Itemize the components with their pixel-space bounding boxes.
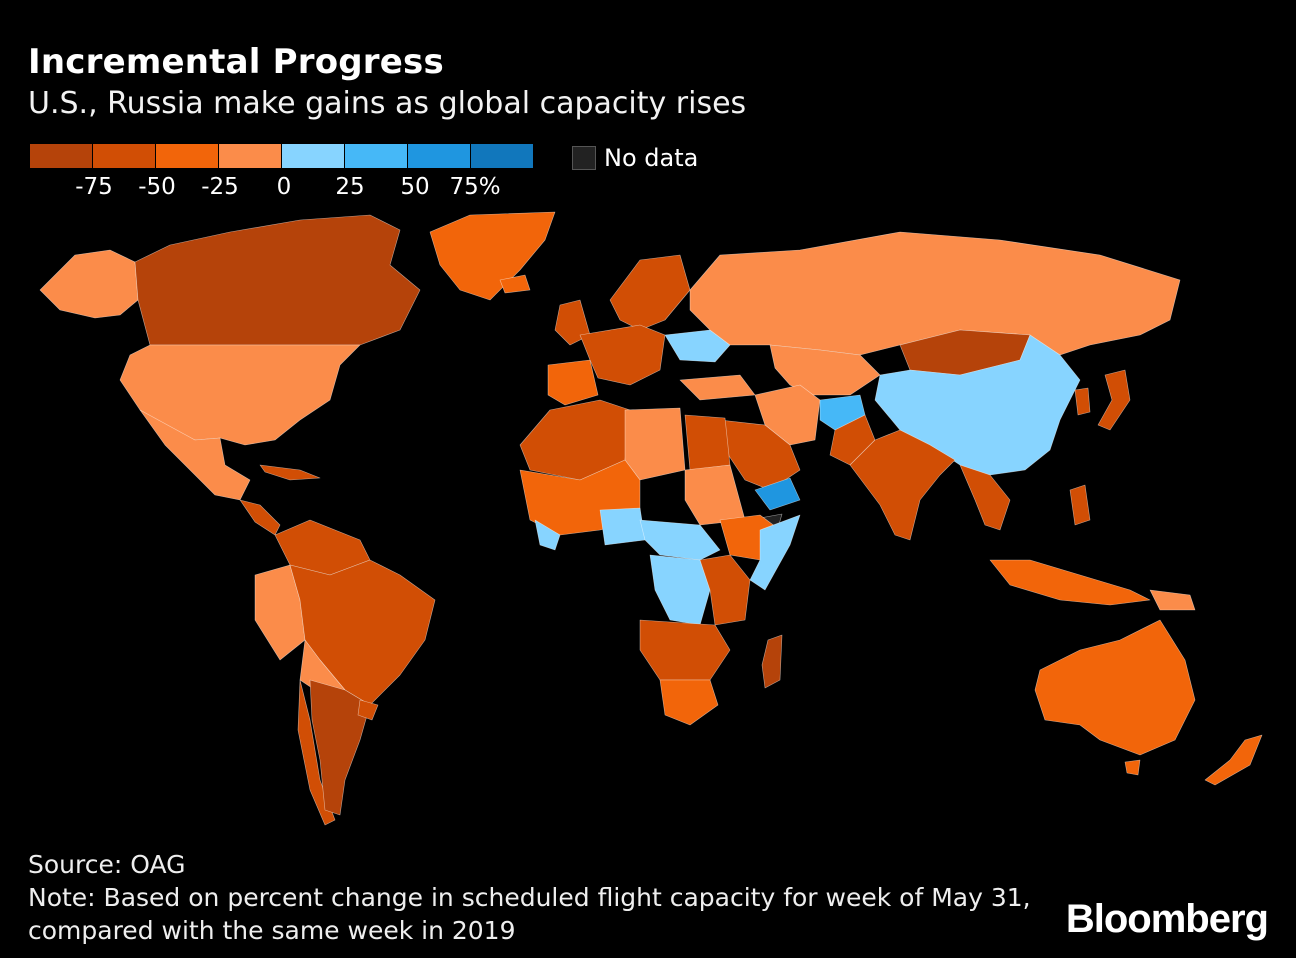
region-chile	[297, 679, 336, 826]
legend-swatch	[471, 144, 534, 168]
chart-subtitle: U.S., Russia make gains as global capaci…	[28, 86, 747, 121]
region-algeria-libya	[624, 407, 686, 481]
legend-tick: -25	[201, 174, 239, 200]
region-west-coast	[534, 519, 561, 551]
legend-no-data: No data	[572, 144, 698, 172]
region-drc	[649, 554, 711, 626]
region-papua	[1149, 589, 1196, 611]
region-tasmania	[1124, 759, 1141, 776]
region-yemen	[754, 477, 801, 511]
legend-swatch	[219, 144, 282, 168]
legend-swatch	[345, 144, 408, 168]
legend-swatch	[282, 144, 345, 168]
chart-footer: Source: OAG Note: Based on percent chang…	[28, 848, 1048, 947]
region-mexico	[139, 409, 251, 501]
legend-tick: 75%	[449, 174, 501, 200]
region-greenland	[429, 211, 556, 301]
region-southern-africa-north	[639, 619, 731, 681]
region-western-europe	[579, 324, 666, 386]
region-new-zealand	[1204, 734, 1263, 786]
region-egypt	[684, 414, 731, 471]
legend-tick: 25	[335, 174, 365, 200]
region-japan	[1097, 369, 1131, 431]
region-alaska	[39, 249, 139, 319]
region-canada	[134, 214, 421, 346]
region-central-america	[239, 499, 281, 536]
region-south-africa	[659, 679, 719, 726]
region-uk	[554, 299, 591, 346]
no-data-label: No data	[604, 144, 699, 172]
no-data-swatch	[572, 146, 596, 170]
legend-swatch	[408, 144, 471, 168]
legend-tick-labels: -75 -50 -25 0 25 50 75%	[30, 174, 550, 202]
region-nigeria	[599, 507, 646, 546]
region-madagascar	[761, 634, 783, 689]
region-somalia	[749, 514, 801, 591]
region-caribbean	[259, 464, 321, 481]
chart-title: Incremental Progress	[28, 42, 444, 82]
region-iberia	[547, 359, 599, 406]
region-australia	[1034, 619, 1196, 756]
world-map	[39, 211, 1263, 826]
legend-swatch	[30, 144, 93, 168]
region-indonesia	[989, 559, 1151, 606]
region-turkey	[679, 374, 756, 401]
region-korea	[1074, 387, 1091, 416]
legend-tick: -50	[138, 174, 176, 200]
region-central-asia	[769, 344, 881, 396]
region-scandinavia	[609, 254, 691, 331]
methodology-note: Note: Based on percent change in schedul…	[28, 883, 1031, 945]
region-sudan	[684, 464, 746, 526]
source-note: Source: OAG	[28, 850, 186, 879]
region-iceland	[499, 274, 531, 294]
region-philippines	[1069, 484, 1091, 526]
legend-color-scale	[30, 144, 534, 168]
bloomberg-logo: Bloomberg	[1065, 897, 1269, 941]
legend-tick: -75	[75, 174, 113, 200]
legend-tick: 50	[400, 174, 430, 200]
region-argentina	[309, 679, 371, 816]
region-usa	[119, 344, 361, 446]
region-india	[849, 429, 956, 541]
region-east-africa	[699, 554, 751, 626]
legend-swatch	[93, 144, 156, 168]
region-ukraine	[664, 329, 731, 363]
region-central-africa	[639, 519, 721, 561]
legend-swatch	[156, 144, 219, 168]
region-uruguay	[357, 699, 379, 721]
legend-tick: 0	[276, 174, 292, 200]
region-southeast-asia	[959, 464, 1011, 531]
